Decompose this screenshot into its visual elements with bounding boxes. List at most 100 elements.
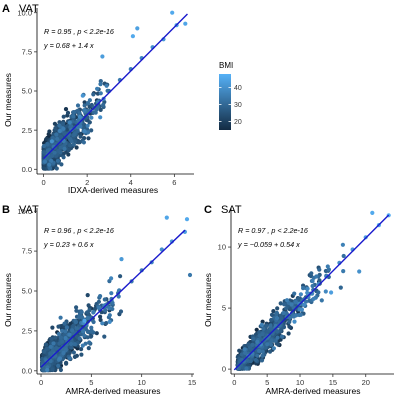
data-point — [67, 356, 72, 361]
data-point — [63, 336, 68, 341]
data-point — [61, 155, 66, 160]
data-point — [69, 345, 74, 350]
data-point — [310, 278, 315, 284]
data-point — [269, 312, 275, 317]
colorbar-tick-label: 20 — [234, 119, 242, 126]
data-point — [61, 151, 66, 156]
y-tick-label: 10 — [218, 243, 226, 252]
data-point — [76, 125, 81, 130]
data-point — [254, 327, 259, 332]
data-point — [80, 315, 85, 320]
data-point — [251, 336, 256, 341]
data-point — [281, 310, 286, 316]
data-point — [60, 339, 65, 344]
data-point — [86, 303, 91, 308]
panel-title-c: SAT — [221, 204, 242, 216]
data-point — [74, 145, 79, 150]
data-point — [301, 286, 306, 291]
data-point — [53, 335, 58, 340]
data-point — [64, 361, 69, 366]
y-tick-label: 2.5 — [22, 327, 32, 336]
data-point — [49, 336, 54, 341]
data-point — [287, 324, 292, 329]
colorbar-legend: BMI 20 30 40 — [219, 61, 242, 130]
data-point — [85, 123, 90, 128]
data-point — [85, 335, 90, 340]
data-point — [79, 352, 84, 357]
fit-line — [233, 214, 390, 371]
data-point — [267, 349, 273, 354]
data-point — [170, 10, 175, 15]
data-point — [82, 100, 87, 105]
data-point — [54, 346, 59, 351]
data-point — [94, 331, 99, 336]
data-point — [242, 347, 247, 352]
data-point — [89, 325, 94, 330]
x-tick-label: 0 — [39, 378, 43, 387]
data-point — [53, 126, 58, 131]
data-point — [45, 367, 50, 373]
y-tick-label: 0.0 — [22, 165, 32, 174]
data-point — [62, 321, 67, 326]
data-point — [139, 268, 144, 273]
plot-area-c: 0 5 10 15 20 0 5 10 — [218, 208, 394, 387]
data-point — [275, 335, 280, 340]
data-point — [48, 344, 53, 349]
data-point — [71, 350, 76, 355]
y-tick-label: 5.0 — [22, 287, 32, 296]
data-point — [65, 110, 71, 115]
data-point — [69, 341, 74, 347]
data-point — [294, 313, 299, 318]
data-point — [49, 158, 54, 163]
data-point — [286, 331, 291, 336]
data-point — [52, 150, 57, 155]
y-tick-label: 10.0 — [17, 8, 32, 17]
data-point — [325, 264, 330, 269]
data-point — [54, 166, 59, 171]
data-point — [237, 348, 242, 353]
x-tick-label: 5 — [89, 378, 93, 387]
data-point — [85, 315, 90, 320]
data-point — [56, 363, 61, 368]
x-tick-label: 2 — [85, 178, 89, 187]
y-axis-title-c: Our measures — [203, 273, 213, 327]
data-point — [102, 297, 107, 302]
data-point — [289, 302, 294, 307]
panel-c: C SAT 0 5 10 15 20 0 5 10 AMRA-derived measures… — [203, 204, 394, 396]
data-point — [47, 162, 52, 167]
data-point — [302, 302, 307, 307]
data-point — [87, 120, 92, 125]
data-point — [274, 316, 280, 321]
data-point — [75, 103, 81, 108]
data-point — [55, 158, 61, 163]
colorbar-title: BMI — [219, 61, 233, 70]
data-point — [341, 253, 346, 259]
data-point — [303, 299, 309, 304]
data-point — [104, 83, 109, 88]
data-point — [279, 316, 284, 321]
data-point — [341, 269, 346, 274]
annotation-r-c: R = 0.97 , p < 2.2e-16 — [238, 226, 308, 235]
data-point — [63, 329, 68, 334]
data-point — [118, 309, 124, 314]
data-point — [264, 323, 269, 328]
data-point — [317, 278, 322, 283]
data-point — [72, 132, 77, 137]
data-point — [44, 342, 49, 347]
data-point — [305, 290, 310, 295]
data-point — [57, 128, 62, 134]
data-point — [275, 329, 280, 334]
data-point — [98, 82, 103, 87]
data-point — [71, 110, 77, 115]
data-point — [274, 311, 279, 316]
data-point — [47, 129, 52, 134]
data-point — [42, 143, 47, 149]
x-tick-label: 0 — [232, 378, 236, 387]
data-point — [87, 308, 92, 313]
data-point — [74, 326, 79, 331]
data-point — [66, 152, 71, 157]
annotation-eq-b: y = 0.23 + 0.6 x — [43, 240, 94, 249]
data-point — [61, 114, 66, 119]
annotation-r-a: R = 0.95 , p < 2.2e-16 — [44, 27, 114, 36]
